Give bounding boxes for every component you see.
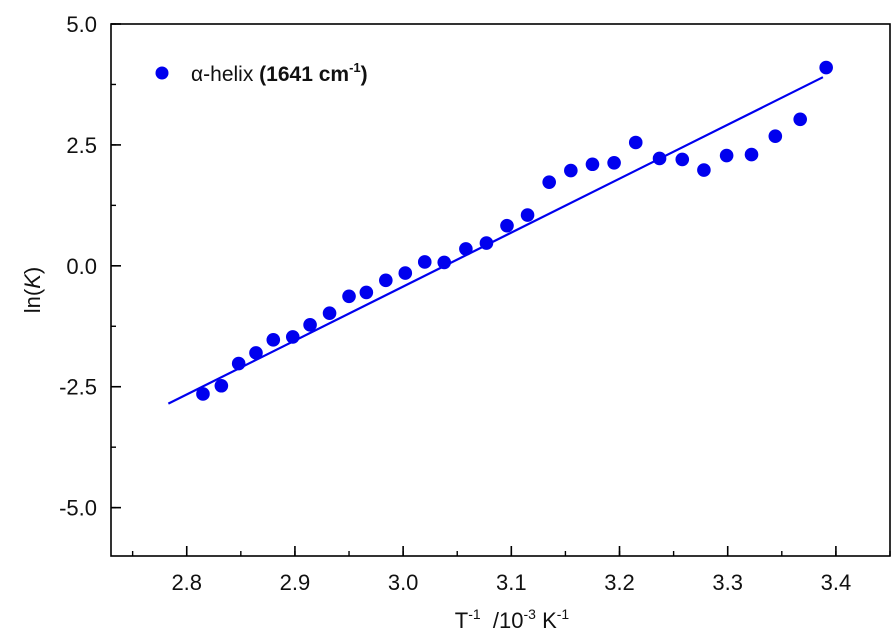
data-point xyxy=(564,163,578,178)
linear-fit-line xyxy=(167,76,824,405)
data-point xyxy=(675,152,690,167)
data-point xyxy=(479,236,494,250)
x-axis-title: T-1 /10-3 K-1 xyxy=(455,606,570,633)
data-point xyxy=(266,333,281,347)
x-axis-title-base-sup: -1 xyxy=(468,606,481,622)
y-tick-label: 5.0 xyxy=(66,12,97,37)
plot-frame xyxy=(110,23,891,557)
y-axis-title-pre: ln( xyxy=(20,288,45,313)
y-tick-label: -2.5 xyxy=(59,375,97,400)
data-point xyxy=(819,60,833,75)
data-point xyxy=(214,378,229,393)
y-axis-title-italic: K xyxy=(20,273,45,289)
data-point xyxy=(417,255,432,269)
data-point xyxy=(196,387,210,401)
data-point xyxy=(231,356,246,371)
data-point xyxy=(359,285,374,300)
legend-label-bold: (1641 cm xyxy=(259,63,349,86)
x-axis-title-unit: K xyxy=(536,608,557,633)
x-tick-label: 3.4 xyxy=(821,570,852,595)
data-point xyxy=(744,147,759,162)
data-point xyxy=(520,208,535,222)
data-point xyxy=(398,266,413,280)
y-tick-label: -5.0 xyxy=(59,496,97,521)
data-point xyxy=(628,135,643,150)
legend-marker xyxy=(155,66,169,80)
data-point xyxy=(697,163,711,177)
y-axis-ticks: 5.0 2.5 0.0 -2.5 -5.0 xyxy=(59,12,121,521)
x-axis-title-base: T xyxy=(455,608,468,633)
data-points-group xyxy=(196,60,833,401)
legend-label: α-helix (1641 cm-1) xyxy=(191,60,368,86)
data-point xyxy=(500,218,514,233)
legend: α-helix (1641 cm-1) xyxy=(155,60,368,86)
fit-line-group xyxy=(167,76,824,405)
y-axis-title: ln(K) xyxy=(20,267,45,313)
legend-label-sup: -1 xyxy=(349,60,361,75)
data-point xyxy=(437,255,452,270)
data-point xyxy=(379,273,393,288)
x-tick-label: 3.1 xyxy=(496,570,527,595)
data-point xyxy=(607,156,621,170)
data-point xyxy=(249,346,263,360)
data-point xyxy=(768,129,783,144)
data-point xyxy=(322,306,337,321)
y-tick-label: 2.5 xyxy=(66,133,97,158)
x-axis-title-unit-sup: -1 xyxy=(557,606,570,622)
data-point xyxy=(459,242,473,256)
data-point xyxy=(542,175,556,189)
data-point xyxy=(793,112,807,127)
x-tick-label: 3.3 xyxy=(712,570,743,595)
legend-label-suffix: ) xyxy=(361,63,368,86)
x-axis-ticks: 2.8 2.9 3.0 3.1 3.2 3.3 3.4 xyxy=(131,546,891,595)
x-tick-label: 3.0 xyxy=(388,570,419,595)
x-tick-label: 2.8 xyxy=(171,570,202,595)
x-axis-title-mid-sup: -3 xyxy=(524,606,537,622)
data-point xyxy=(285,330,300,344)
data-point xyxy=(652,151,667,166)
data-point xyxy=(719,148,734,163)
data-point xyxy=(585,157,600,172)
y-tick-label: 0.0 xyxy=(66,254,97,279)
legend-label-prefix: α-helix xyxy=(191,63,259,86)
x-axis-title-mid: /10 xyxy=(481,608,524,633)
data-point xyxy=(303,318,317,332)
y-axis-title-post: ) xyxy=(20,267,45,274)
x-tick-label: 3.2 xyxy=(604,570,635,595)
data-point xyxy=(342,289,356,304)
x-tick-label: 2.9 xyxy=(280,570,311,595)
